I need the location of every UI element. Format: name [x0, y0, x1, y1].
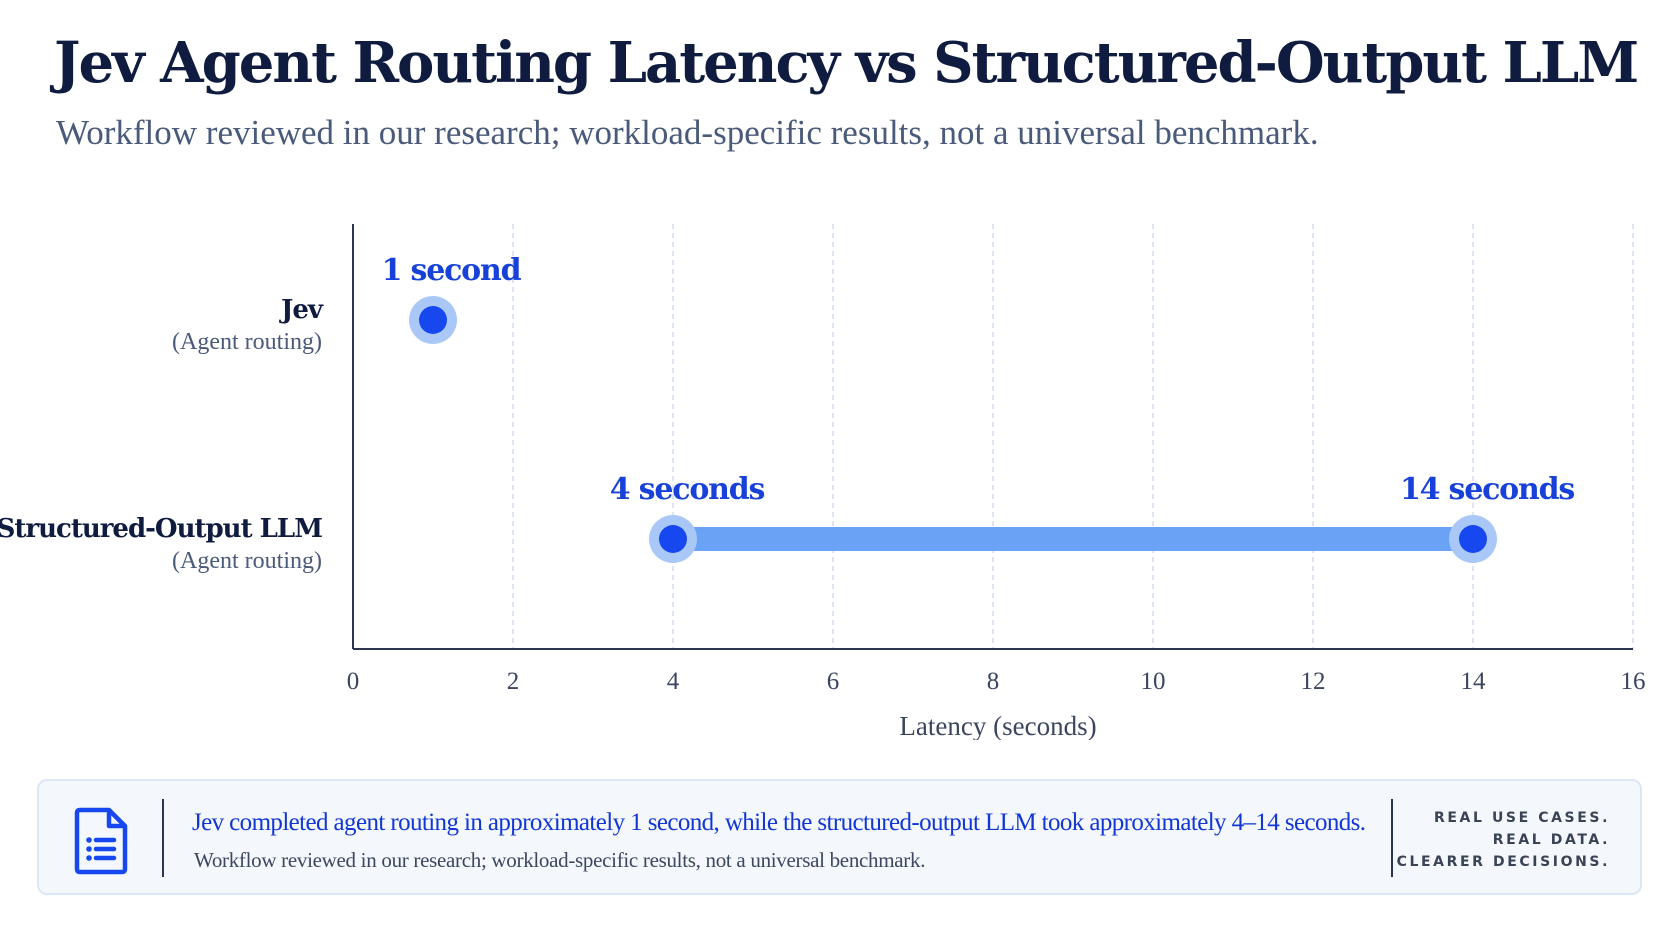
x-tick-labels: 0 2 4 6 8 10 12 14 16: [347, 668, 1646, 695]
summary-panel: Jev completed agent routing in approxima…: [37, 779, 1642, 895]
tagline-line-2: REAL DATA.: [1492, 832, 1610, 848]
category-labels: Jev (Agent routing) Structured-Output LLM (…: [0, 295, 325, 574]
x-tick-label: 6: [827, 668, 840, 695]
tagline-line-3: CLEARER DECISIONS.: [1396, 854, 1610, 870]
x-tick-label: 12: [1301, 668, 1326, 695]
x-tick-label: 0: [347, 668, 360, 695]
axes: [352, 224, 1633, 650]
category-label: Jev: [279, 295, 324, 325]
chart-subtitle: Workflow reviewed in our research; workl…: [56, 113, 1319, 152]
panel-divider-left: [162, 799, 164, 877]
data-label: 14 seconds: [1400, 472, 1574, 507]
data-label: 1 second: [382, 253, 522, 288]
x-tick-label: 4: [667, 668, 680, 695]
summary-note: Workflow reviewed in our research; workl…: [194, 848, 926, 872]
tagline: REAL USE CASES. REAL DATA. CLEARER DECIS…: [1397, 807, 1610, 873]
summary-text: Jev completed agent routing in approxima…: [192, 809, 1366, 836]
x-tick-label: 16: [1621, 668, 1646, 695]
data-marks: 1 second 4 seconds 14 seconds: [382, 253, 1576, 563]
latency-chart: 0 2 4 6 8 10 12 14 16 Jev (Agent routing) Structur…: [0, 224, 1646, 740]
x-tick-label: 14: [1461, 668, 1487, 695]
x-tick-label: 8: [987, 668, 1000, 695]
x-axis-label: Latency (seconds): [899, 711, 1096, 740]
panel-divider-right: [1391, 799, 1393, 877]
data-point: [419, 306, 447, 334]
category-sublabel: (Agent routing): [172, 548, 322, 574]
chart-title: Jev Agent Routing Latency vs Structured-…: [54, 30, 1639, 96]
x-tick-label: 2: [507, 668, 520, 695]
category-sublabel: (Agent routing): [172, 329, 322, 355]
tagline-line-1: REAL USE CASES.: [1433, 810, 1610, 826]
category-label: Structured-Output LLM: [0, 514, 322, 544]
data-label: 4 seconds: [610, 472, 765, 507]
data-point: [659, 525, 687, 553]
data-point: [1459, 525, 1487, 553]
x-tick-label: 10: [1141, 668, 1166, 695]
grid-lines: [512, 224, 1634, 649]
document-list-icon: [74, 807, 128, 875]
